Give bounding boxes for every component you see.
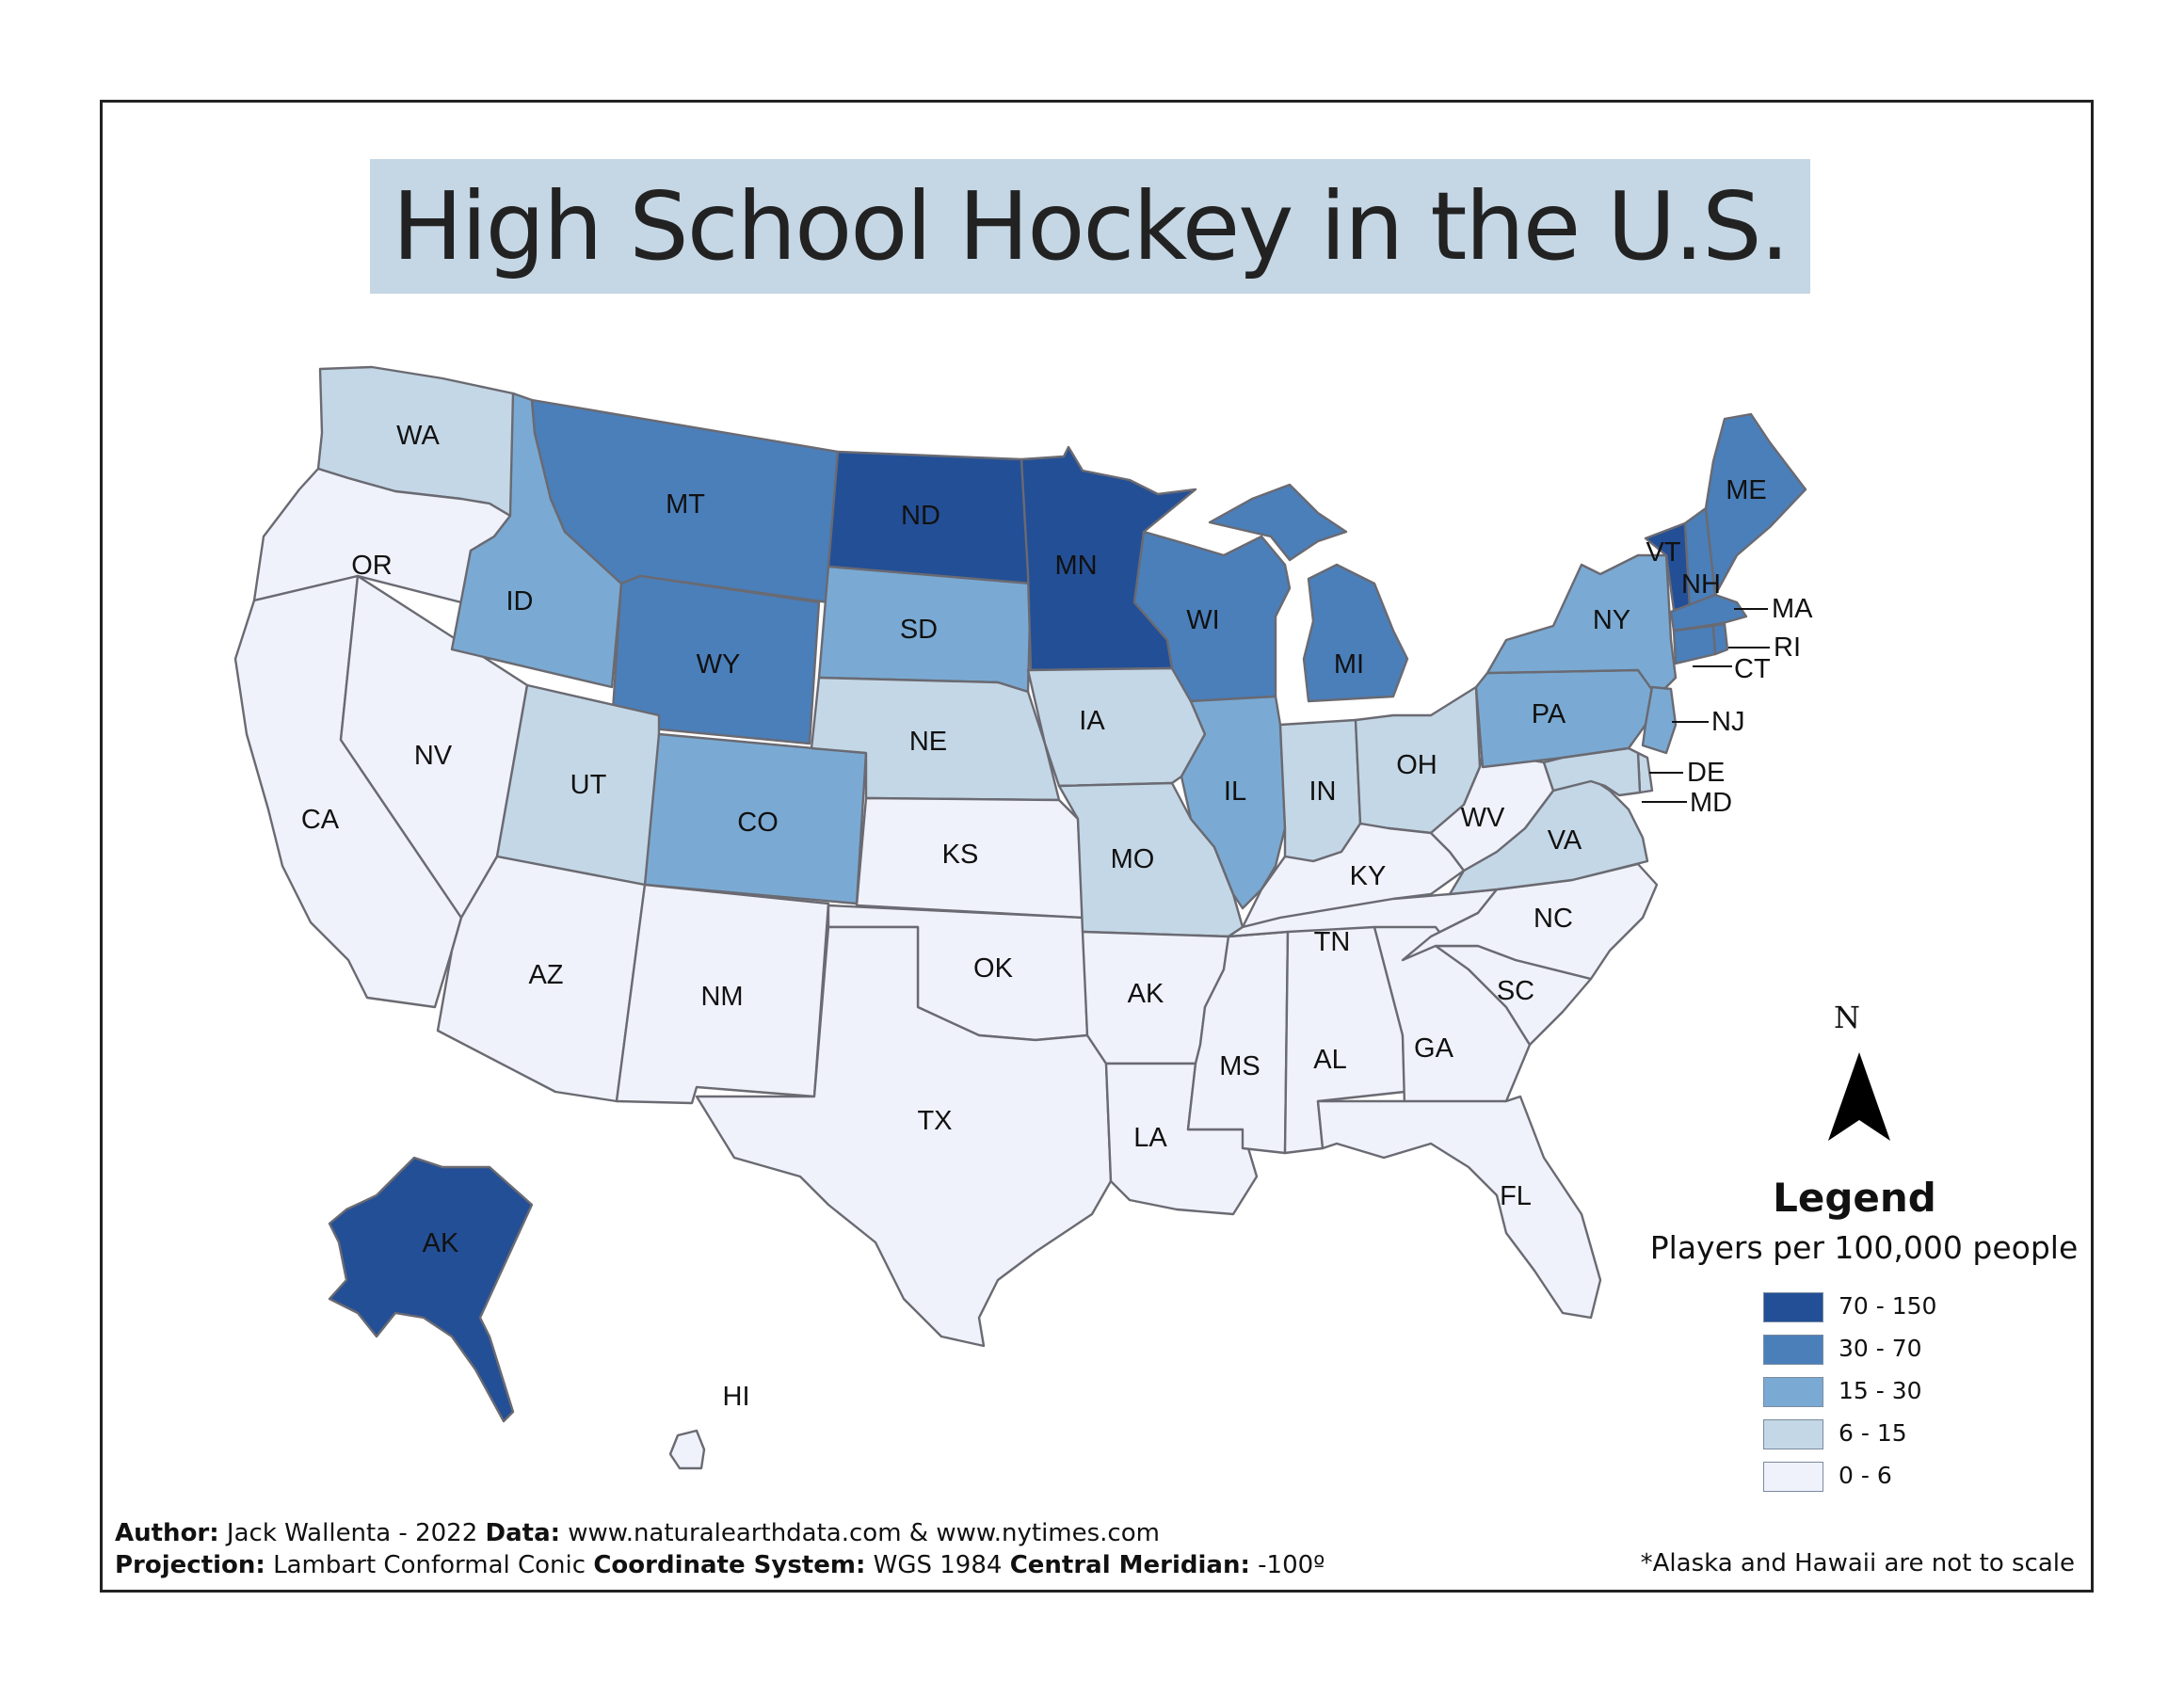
state-nj[interactable] <box>1641 685 1678 755</box>
label-wy: WY <box>697 649 741 680</box>
label-ok: OK <box>973 953 1014 984</box>
state-mo[interactable] <box>1057 781 1245 938</box>
legend-subtitle: Players per 100,000 people <box>1649 1229 2079 1266</box>
label-md: MD <box>1690 788 1732 818</box>
legend-swatch <box>1763 1419 1823 1449</box>
author-key: Author: <box>115 1519 219 1547</box>
label-ia: IA <box>1079 706 1105 736</box>
label-mo: MO <box>1111 844 1155 874</box>
north-arrow-icon <box>1828 1052 1890 1141</box>
legend-swatch <box>1763 1462 1823 1492</box>
label-co: CO <box>737 808 779 838</box>
state-mi[interactable] <box>1208 483 1409 703</box>
label-nh: NH <box>1681 569 1721 600</box>
label-va: VA <box>1548 825 1582 856</box>
label-in: IN <box>1309 776 1337 807</box>
label-wi: WI <box>1186 605 1219 635</box>
label-nd: ND <box>901 501 940 531</box>
state-tx[interactable] <box>695 925 1113 1348</box>
label-or: OR <box>351 551 393 581</box>
state-nc[interactable] <box>1401 862 1659 981</box>
state-ct[interactable] <box>1672 624 1717 665</box>
label-ky: KY <box>1350 861 1387 891</box>
state-wy[interactable] <box>610 574 821 745</box>
legend-swatch <box>1763 1292 1823 1322</box>
coord-system-key: Coordinate System: <box>593 1551 866 1579</box>
north-arrow-label: N <box>1834 1000 1860 1035</box>
label-nv: NV <box>414 741 453 771</box>
label-ct: CT <box>1734 654 1771 684</box>
label-pa: PA <box>1532 699 1566 729</box>
state-me[interactable] <box>1704 412 1807 597</box>
scale-note: *Alaska and Hawaii are not to scale <box>1640 1549 2075 1577</box>
data-key: Data: <box>485 1519 561 1547</box>
legend-label: 30 - 70 <box>1839 1335 1922 1362</box>
label-ak: AK <box>423 1228 459 1258</box>
data-value: www.naturalearthdata.com & www.nytimes.c… <box>568 1519 1160 1547</box>
state-hi[interactable] <box>668 1429 706 1470</box>
legend-swatch <box>1763 1335 1823 1365</box>
label-ut: UT <box>570 770 607 800</box>
state-md[interactable] <box>1542 746 1642 797</box>
label-nc: NC <box>1534 904 1573 934</box>
state-ak[interactable] <box>328 1156 534 1423</box>
label-nj: NJ <box>1711 707 1744 737</box>
state-nm[interactable] <box>615 883 830 1105</box>
label-ma: MA <box>1772 594 1813 624</box>
label-me: ME <box>1726 475 1767 505</box>
projection-value: Lambart Conformal Conic <box>273 1551 586 1579</box>
label-mi: MI <box>1334 649 1364 680</box>
label-il: IL <box>1224 776 1246 807</box>
label-al: AL <box>1313 1045 1346 1075</box>
label-nm: NM <box>700 982 743 1012</box>
label-ny: NY <box>1593 605 1630 635</box>
legend-title: Legend <box>1773 1175 1936 1221</box>
label-sd: SD <box>900 615 938 645</box>
state-fl[interactable] <box>1316 1095 1602 1320</box>
credits-line-2: Projection: Lambart Conformal Conic Coor… <box>115 1549 1325 1581</box>
label-ne: NE <box>909 727 947 757</box>
title-box: High School Hockey in the U.S. <box>370 159 1810 294</box>
label-tn: TN <box>1314 927 1351 957</box>
central-meridian-key: Central Meridian: <box>1009 1551 1250 1579</box>
map-frame <box>100 100 2094 1593</box>
label-de: DE <box>1687 758 1725 788</box>
label-fl: FL <box>1500 1181 1532 1211</box>
label-id: ID <box>506 586 534 616</box>
legend-swatch <box>1763 1377 1823 1407</box>
map-credits: Author: Jack Wallenta - 2022 Data: www.n… <box>115 1517 1325 1581</box>
credits-line-1: Author: Jack Wallenta - 2022 Data: www.n… <box>115 1517 1325 1549</box>
label-sc: SC <box>1497 976 1534 1006</box>
state-wi[interactable] <box>1132 530 1292 703</box>
legend-label: 6 - 15 <box>1839 1419 1907 1447</box>
label-la: LA <box>1133 1123 1167 1153</box>
label-wv: WV <box>1461 803 1505 833</box>
map-title: High School Hockey in the U.S. <box>392 171 1791 281</box>
label-ca: CA <box>301 805 340 835</box>
label-oh: OH <box>1396 750 1437 780</box>
label-ga: GA <box>1414 1033 1454 1064</box>
projection-key: Projection: <box>115 1551 265 1579</box>
label-ms: MS <box>1219 1051 1261 1081</box>
state-ri[interactable] <box>1711 622 1729 656</box>
label-az: AZ <box>528 960 563 990</box>
label-tx: TX <box>917 1106 952 1136</box>
label-ar: AK <box>1128 979 1164 1009</box>
label-ks: KS <box>942 840 979 870</box>
coord-system-value: WGS 1984 <box>873 1551 1003 1579</box>
label-ri: RI <box>1774 632 1801 663</box>
label-vt: VT <box>1646 537 1680 568</box>
central-meridian-value: -100º <box>1258 1551 1325 1579</box>
legend-label: 15 - 30 <box>1839 1377 1922 1404</box>
label-wa: WA <box>396 421 440 451</box>
label-hi: HI <box>723 1382 750 1412</box>
legend-label: 70 - 150 <box>1839 1292 1937 1320</box>
label-mn: MN <box>1054 551 1097 581</box>
legend-label: 0 - 6 <box>1839 1462 1892 1489</box>
state-ia[interactable] <box>1026 666 1207 788</box>
label-mt: MT <box>666 489 705 520</box>
author-value: Jack Wallenta - 2022 <box>226 1519 478 1547</box>
